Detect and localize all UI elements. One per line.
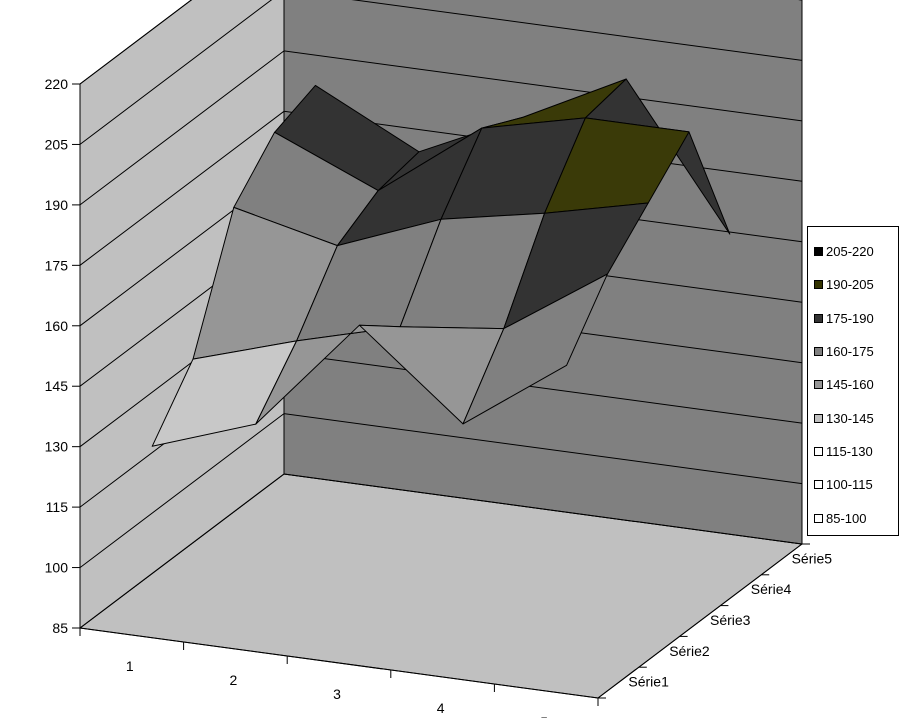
legend-label: 115-130 — [826, 443, 873, 459]
legend-swatch — [814, 413, 823, 423]
category-label: 2 — [230, 672, 238, 688]
legend-item: 145-160 — [814, 368, 898, 401]
series-axis — [597, 543, 803, 699]
legend-label: 160-175 — [826, 344, 874, 360]
z-tick-label: 145 — [45, 378, 69, 394]
surface-patch — [462, 273, 608, 425]
legend-label: 175-190 — [826, 310, 874, 326]
category-label: 3 — [333, 686, 341, 702]
series-label: Série1 — [628, 674, 669, 690]
legend-swatch — [814, 313, 823, 323]
z-tick-label: 175 — [45, 257, 69, 273]
gridline — [79, 413, 803, 568]
category-label: 4 — [437, 700, 445, 716]
legend-item: 175-190 — [814, 302, 898, 335]
z-tick-label: 220 — [45, 76, 69, 92]
legend-item: 190-205 — [814, 268, 898, 301]
legend-label: 190-205 — [826, 277, 874, 293]
series-label: Série3 — [710, 612, 751, 628]
z-tick-label: 160 — [45, 318, 69, 334]
category-label: 1 — [126, 658, 134, 674]
legend-swatch — [814, 347, 823, 357]
surface-mesh — [151, 78, 731, 447]
legend-label: 145-160 — [826, 377, 874, 393]
legend-label: 85-100 — [826, 510, 867, 526]
legend-item: 115-130 — [814, 435, 898, 468]
series-label: Série5 — [792, 550, 833, 566]
legend-label: 100-115 — [826, 477, 873, 493]
z-tick-label: 85 — [52, 620, 68, 636]
legend-swatch — [814, 446, 823, 456]
legend-swatch — [814, 513, 823, 523]
legend: 205-220 190-205 175-190 160-175 145-160 130-1… — [807, 226, 899, 536]
legend-item: 160-175 — [814, 335, 898, 368]
legend-swatch — [814, 480, 823, 490]
legend-item: 130-145 — [814, 401, 898, 434]
legend-item: 100-115 — [814, 468, 898, 501]
z-tick-label: 115 — [46, 499, 69, 515]
category-axis — [79, 627, 599, 699]
legend-swatch — [814, 247, 823, 257]
z-tick-label: 100 — [45, 560, 69, 576]
series-label: Série4 — [751, 581, 792, 597]
z-tick-label: 205 — [45, 136, 69, 152]
legend-label: 205-220 — [826, 244, 874, 260]
z-tick-label: 130 — [45, 439, 69, 455]
axes: 85 100 115 130 145 160 175 190 205 220 1 2 3 4 5 Série1… — [45, 76, 833, 718]
gridline — [79, 473, 803, 629]
legend-swatch — [814, 280, 823, 290]
category-label: 5 — [540, 714, 548, 718]
z-tick-label: 190 — [45, 197, 69, 213]
gridline — [79, 0, 803, 145]
series-label: Série2 — [669, 643, 710, 659]
legend-label: 130-145 — [826, 410, 874, 426]
legend-item: 85-100 — [814, 501, 898, 534]
legend-item: 205-220 — [814, 235, 898, 268]
legend-swatch — [814, 380, 823, 390]
gridline — [79, 0, 802, 85]
